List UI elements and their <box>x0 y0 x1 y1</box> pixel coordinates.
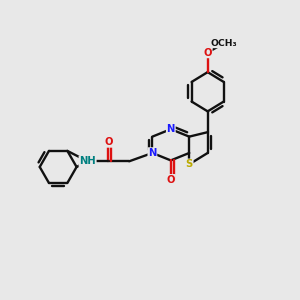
Text: N: N <box>167 124 175 134</box>
Text: O: O <box>203 47 212 58</box>
Text: NH: NH <box>79 156 96 166</box>
Text: OCH₃: OCH₃ <box>211 38 238 47</box>
Text: S: S <box>186 159 193 169</box>
Text: N: N <box>148 148 157 158</box>
Text: O: O <box>167 175 175 185</box>
Text: O: O <box>104 137 112 147</box>
